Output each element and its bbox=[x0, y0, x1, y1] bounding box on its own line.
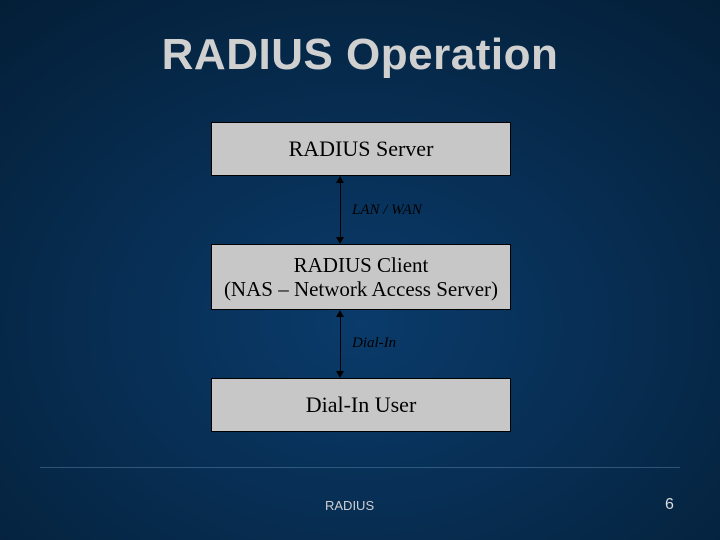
page-number: 6 bbox=[665, 496, 674, 514]
box-radius-server-label: RADIUS Server bbox=[289, 136, 434, 161]
footer-label: RADIUS bbox=[325, 498, 374, 513]
box-radius-server: RADIUS Server bbox=[211, 122, 511, 176]
connector-dial-in-label: Dial-In bbox=[352, 335, 396, 352]
connector-lan-wan-arrow-up-icon bbox=[336, 176, 344, 183]
connector-dial-in-arrow-up-icon bbox=[336, 310, 344, 317]
slide-title: RADIUS Operation bbox=[0, 30, 720, 80]
connector-dial-in-line bbox=[340, 316, 341, 372]
box-radius-client: RADIUS Client (NAS – Network Access Serv… bbox=[211, 244, 511, 310]
box-dial-in-user-label: Dial-In User bbox=[306, 392, 417, 417]
divider-line bbox=[40, 467, 680, 468]
connector-lan-wan-line bbox=[340, 182, 341, 238]
box-dial-in-user: Dial-In User bbox=[211, 378, 511, 432]
box-radius-client-label: RADIUS Client (NAS – Network Access Serv… bbox=[224, 253, 498, 301]
connector-lan-wan-arrow-down-icon bbox=[336, 237, 344, 244]
connector-dial-in-arrow-down-icon bbox=[336, 371, 344, 378]
connector-lan-wan-label: LAN / WAN bbox=[352, 202, 422, 219]
